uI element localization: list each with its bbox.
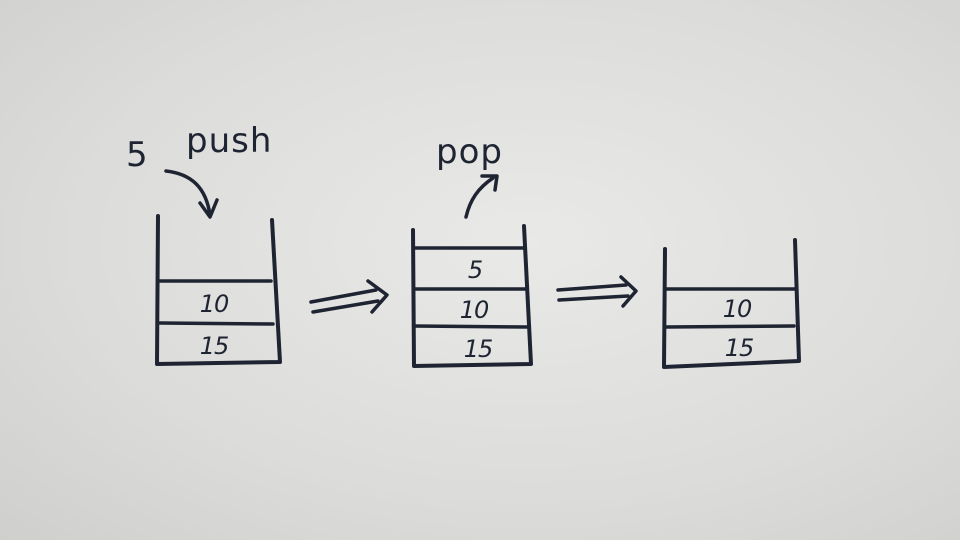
push-arrowhead-icon (198, 198, 219, 219)
stack-3: 10 15 (662, 238, 801, 369)
transition-arrow-1-icon (309, 279, 389, 314)
stack-2-cell-2: 10 (460, 296, 489, 324)
pop-annotation: pop (436, 132, 503, 219)
stack-2-divider-bottom (412, 324, 529, 329)
stack-1-cell-1: 10 (200, 290, 229, 318)
stack-2: 5 10 15 (411, 224, 533, 368)
stack-3-cell-2: 15 (725, 334, 754, 362)
stack-2-container (411, 224, 533, 368)
stack-2-cell-3: 15 (464, 335, 493, 363)
stack-3-cell-1: 10 (723, 295, 752, 323)
stack-2-cell-1: 5 (468, 256, 482, 284)
pop-arrowhead-icon (480, 174, 499, 192)
pop-label: pop (436, 132, 503, 172)
stack-3-container (662, 238, 801, 369)
push-annotation: 5 push (126, 121, 272, 219)
push-label: push (186, 121, 272, 161)
stack-1: 10 15 (155, 214, 282, 366)
push-arrow-icon (164, 169, 212, 217)
stack-1-divider-middle (158, 321, 275, 326)
stack-1-cell-2: 15 (200, 332, 229, 360)
stack-3-divider-middle (664, 324, 796, 329)
transition-arrow-2-icon (556, 275, 638, 308)
pop-arrow-icon (464, 176, 495, 219)
stack-1-container (155, 214, 282, 366)
pushed-value-label: 5 (126, 135, 149, 175)
